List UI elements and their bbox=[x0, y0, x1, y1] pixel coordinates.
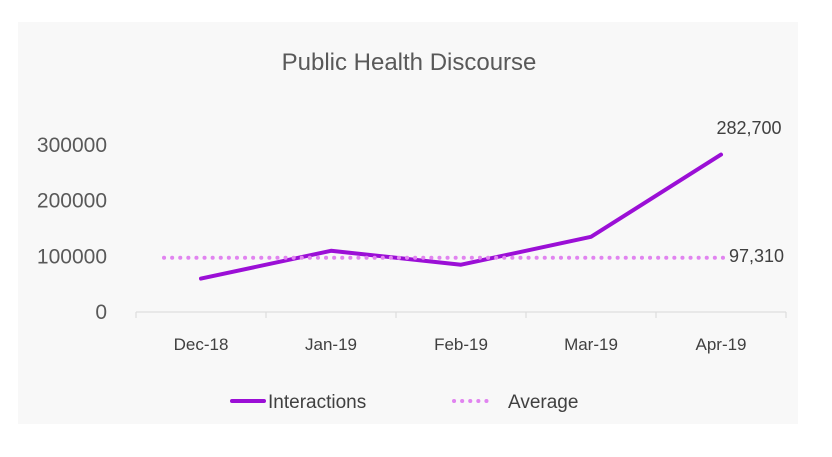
y-tick-label: 300000 bbox=[37, 134, 107, 157]
chart-card bbox=[18, 22, 798, 424]
legend-average-label: Average bbox=[508, 392, 578, 413]
x-axis: Dec-18 Jan-19 Feb-19 Mar-19 Apr-19 bbox=[135, 311, 787, 354]
y-axis-ticks: 0 100000 200000 300000 bbox=[37, 134, 107, 324]
x-tick-label: Feb-19 bbox=[434, 335, 488, 354]
series-group bbox=[162, 152, 726, 281]
x-tick-label: Mar-19 bbox=[564, 335, 618, 354]
legend-interactions-label: Interactions bbox=[268, 392, 366, 413]
data-label-average: 97,310 bbox=[729, 246, 784, 266]
y-tick-label: 0 bbox=[95, 301, 107, 324]
data-label-interactions-last: 282,700 bbox=[716, 118, 781, 138]
x-tick-label: Dec-18 bbox=[174, 335, 229, 354]
series-line-interactions bbox=[199, 152, 723, 281]
y-tick-label: 200000 bbox=[37, 190, 107, 213]
x-tick-label: Jan-19 bbox=[305, 335, 357, 354]
y-tick-label: 100000 bbox=[37, 245, 107, 268]
x-tick-label: Apr-19 bbox=[695, 335, 746, 354]
chart-title: Public Health Discourse bbox=[282, 49, 537, 76]
legend: Interactions Average bbox=[230, 392, 578, 413]
